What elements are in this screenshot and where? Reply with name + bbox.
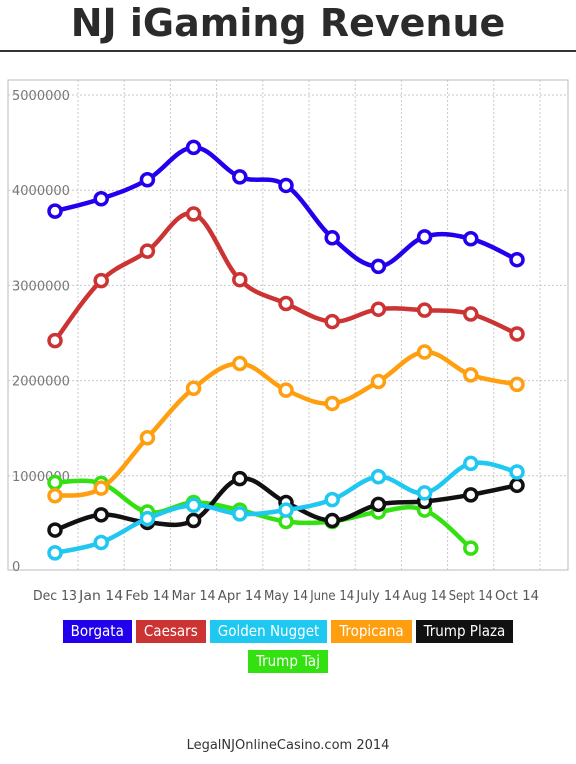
data-point-borgata bbox=[509, 251, 525, 268]
data-point-trump-plaza bbox=[232, 470, 248, 487]
data-point-golden-nugget bbox=[93, 534, 109, 551]
plot-frame bbox=[7, 79, 569, 571]
x-tick-label: Jan 14 bbox=[78, 588, 123, 604]
data-point-tropicana bbox=[324, 395, 340, 412]
data-point-trump-taj bbox=[47, 474, 63, 491]
legend-row-2: Trump Taj bbox=[0, 650, 576, 673]
data-point-golden-nugget bbox=[370, 469, 387, 485]
x-tick-label: Aug 14 bbox=[403, 588, 447, 604]
legend-item-trump-plaza: Trump Plaza bbox=[415, 620, 514, 643]
data-point-tropicana bbox=[370, 373, 387, 390]
data-point-tropicana bbox=[47, 488, 63, 504]
data-point-borgata bbox=[47, 203, 63, 219]
data-point-tropicana bbox=[416, 344, 433, 360]
data-point-golden-nugget bbox=[416, 485, 433, 501]
data-point-borgata bbox=[324, 230, 340, 246]
data-point-golden-nugget bbox=[509, 464, 525, 480]
data-point-borgata bbox=[232, 169, 248, 185]
data-point-borgata bbox=[463, 231, 479, 247]
chart-title: NJ iGaming Revenue bbox=[70, 1, 506, 45]
data-point-borgata bbox=[93, 191, 109, 207]
data-point-caesars bbox=[139, 243, 156, 259]
data-point-golden-nugget bbox=[232, 506, 248, 522]
data-point-borgata bbox=[185, 139, 202, 156]
line-chart: 010000002000000300000040000005000000Dec … bbox=[7, 79, 569, 604]
legend-item-borgata: Borgata bbox=[62, 620, 132, 643]
legend-item-trump-taj: Trump Taj bbox=[248, 650, 328, 673]
data-point-golden-nugget bbox=[463, 455, 479, 472]
legend-item-golden-nugget: Golden Nugget bbox=[209, 620, 328, 643]
data-point-tropicana bbox=[139, 429, 156, 446]
data-point-tropicana bbox=[93, 480, 109, 496]
data-point-golden-nugget bbox=[139, 510, 156, 527]
data-point-golden-nugget bbox=[185, 497, 202, 514]
data-point-trump-plaza bbox=[370, 496, 387, 513]
data-point-golden-nugget bbox=[278, 502, 294, 518]
legend-row-1: Borgata Caesars Golden Nugget Tropicana Trum… bbox=[0, 620, 576, 643]
data-point-golden-nugget bbox=[47, 545, 63, 561]
data-point-tropicana bbox=[232, 355, 248, 372]
data-point-trump-plaza bbox=[509, 477, 525, 494]
data-point-golden-nugget bbox=[324, 491, 340, 508]
data-point-tropicana bbox=[509, 376, 525, 393]
data-point-caesars bbox=[509, 326, 525, 342]
x-tick-label: Dec 13 bbox=[33, 588, 77, 604]
legend-item-tropicana: Tropicana bbox=[331, 620, 412, 643]
data-point-tropicana bbox=[278, 382, 294, 398]
data-point-borgata bbox=[139, 171, 156, 188]
data-point-trump-taj bbox=[463, 540, 479, 556]
x-tick-label: July 14 bbox=[355, 588, 400, 604]
data-point-trump-plaza bbox=[47, 522, 63, 538]
data-point-borgata bbox=[416, 229, 433, 245]
y-tick-label: 3000000 bbox=[12, 279, 70, 294]
y-tick-label: 2000000 bbox=[12, 375, 70, 390]
data-point-caesars bbox=[463, 306, 479, 322]
x-tick-label: Apr 14 bbox=[218, 588, 262, 604]
data-point-caesars bbox=[185, 206, 202, 222]
data-point-trump-plaza bbox=[324, 512, 340, 529]
data-point-caesars bbox=[278, 295, 294, 312]
x-tick-label: Sept 14 bbox=[449, 588, 493, 604]
data-point-tropicana bbox=[185, 380, 202, 396]
data-point-tropicana bbox=[463, 367, 479, 383]
data-point-trump-plaza bbox=[463, 487, 479, 503]
y-tick-label: 5000000 bbox=[12, 89, 70, 104]
data-point-caesars bbox=[47, 332, 63, 349]
data-point-trump-plaza bbox=[93, 507, 109, 523]
x-tick-label: Feb 14 bbox=[125, 588, 169, 604]
data-point-borgata bbox=[278, 177, 294, 194]
x-tick-label: May 14 bbox=[264, 588, 308, 604]
data-point-trump-plaza bbox=[185, 512, 202, 529]
data-point-caesars bbox=[416, 302, 433, 318]
y-tick-label: 0 bbox=[12, 560, 20, 575]
y-tick-label: 4000000 bbox=[12, 184, 70, 199]
series-line-trump-taj bbox=[52, 478, 474, 551]
data-point-caesars bbox=[93, 272, 109, 289]
x-tick-label: Mar 14 bbox=[172, 588, 216, 604]
title-underline bbox=[0, 50, 576, 52]
data-point-borgata bbox=[370, 258, 387, 275]
data-point-caesars bbox=[370, 301, 387, 317]
data-point-caesars bbox=[324, 313, 340, 330]
x-tick-label: Oct 14 bbox=[495, 588, 539, 604]
footer-credit: LegalNJOnlineCasino.com 2014 bbox=[186, 738, 390, 753]
data-point-caesars bbox=[232, 271, 248, 288]
legend-item-caesars: Caesars bbox=[135, 620, 206, 643]
x-tick-label: June 14 bbox=[309, 588, 354, 604]
